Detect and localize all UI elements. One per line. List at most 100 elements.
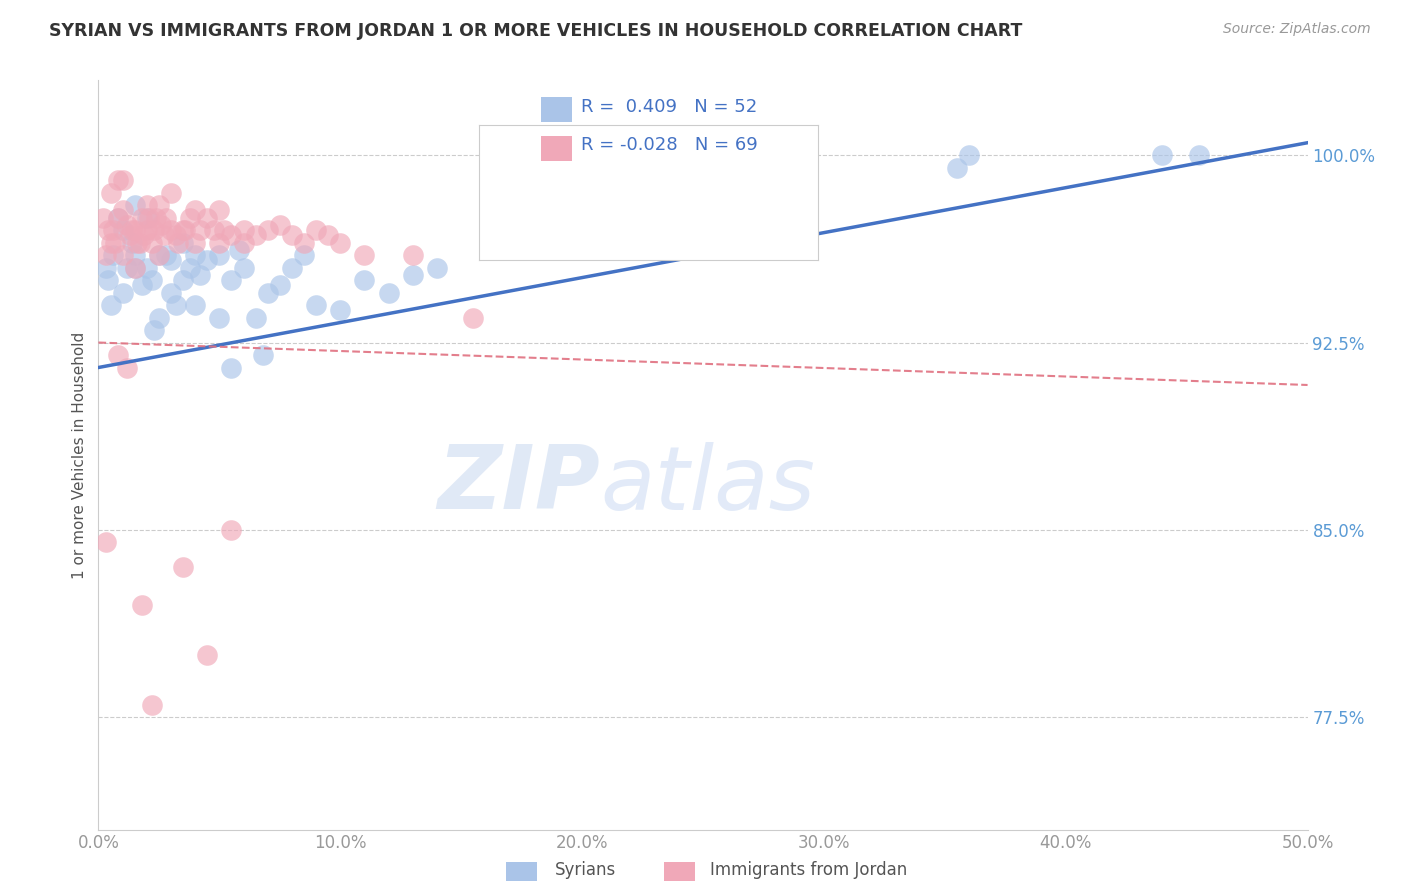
Point <box>228 243 250 257</box>
Point <box>135 198 157 212</box>
Text: R = -0.028   N = 69: R = -0.028 N = 69 <box>581 136 758 154</box>
Point <box>148 248 170 262</box>
Point <box>402 248 425 262</box>
Point <box>121 235 143 250</box>
Point <box>232 260 254 275</box>
Point <box>101 248 124 262</box>
Point <box>134 228 156 243</box>
Point <box>292 235 315 250</box>
Point <box>232 235 254 250</box>
Point <box>124 260 146 275</box>
Point <box>160 186 183 200</box>
Point <box>353 248 375 262</box>
Point <box>148 198 170 212</box>
Point <box>329 303 352 318</box>
Point <box>100 298 122 312</box>
Point <box>100 235 122 250</box>
Point <box>174 223 197 237</box>
Point <box>131 598 153 612</box>
Point <box>131 278 153 293</box>
Point <box>195 648 218 662</box>
Point <box>104 235 127 250</box>
Point <box>195 211 218 225</box>
Point <box>135 223 157 237</box>
Point <box>111 173 134 187</box>
Point <box>117 218 139 232</box>
Point <box>124 260 146 275</box>
Point <box>463 310 485 325</box>
Point <box>101 223 124 237</box>
Y-axis label: 1 or more Vehicles in Household: 1 or more Vehicles in Household <box>72 331 87 579</box>
Point <box>107 173 129 187</box>
Point <box>212 223 235 237</box>
Point <box>148 310 170 325</box>
Point <box>118 228 141 243</box>
Point <box>107 348 129 362</box>
Point <box>184 235 207 250</box>
Text: Syrians: Syrians <box>555 861 617 879</box>
Point <box>179 260 201 275</box>
Point <box>305 298 328 312</box>
Point <box>128 235 150 250</box>
Point <box>208 203 231 218</box>
Point <box>426 260 449 275</box>
Point <box>245 310 267 325</box>
Point <box>143 223 166 237</box>
Text: atlas: atlas <box>600 442 815 528</box>
Point <box>179 211 201 225</box>
Point <box>316 228 339 243</box>
Point <box>402 268 425 282</box>
Text: SYRIAN VS IMMIGRANTS FROM JORDAN 1 OR MORE VEHICLES IN HOUSEHOLD CORRELATION CHA: SYRIAN VS IMMIGRANTS FROM JORDAN 1 OR MO… <box>49 22 1022 40</box>
Point <box>172 273 194 287</box>
Point <box>305 223 328 237</box>
Point <box>143 323 166 337</box>
Point <box>172 235 194 250</box>
Point <box>292 248 315 262</box>
Point <box>138 211 160 225</box>
Point <box>184 203 207 218</box>
Point <box>141 235 163 250</box>
Point <box>127 235 149 250</box>
Point <box>204 223 226 237</box>
Point <box>94 260 117 275</box>
Point <box>121 223 143 237</box>
Point <box>232 223 254 237</box>
Point <box>111 248 134 262</box>
Point <box>94 248 117 262</box>
Point <box>221 523 243 537</box>
Point <box>1188 148 1211 162</box>
Point <box>252 348 274 362</box>
Text: R =  0.409   N = 52: R = 0.409 N = 52 <box>581 98 756 116</box>
Point <box>281 228 304 243</box>
Point <box>124 223 146 237</box>
Point <box>124 198 146 212</box>
Point <box>141 273 163 287</box>
Point <box>208 235 231 250</box>
Point <box>256 285 278 300</box>
Point <box>165 298 187 312</box>
Point <box>221 228 243 243</box>
Point <box>94 535 117 549</box>
Point <box>124 248 146 262</box>
Point <box>150 218 173 232</box>
Point <box>97 223 120 237</box>
Point <box>97 273 120 287</box>
Point <box>100 186 122 200</box>
Point <box>221 360 243 375</box>
Point <box>152 228 174 243</box>
Point <box>195 253 218 268</box>
Point <box>160 253 183 268</box>
Point <box>117 260 139 275</box>
Point <box>107 211 129 225</box>
Point <box>957 148 980 162</box>
Point <box>329 235 352 250</box>
Point <box>353 273 375 287</box>
Point <box>377 285 399 300</box>
Point <box>172 223 194 237</box>
Point <box>111 203 134 218</box>
Point <box>167 235 190 250</box>
Point <box>184 298 207 312</box>
Point <box>221 273 243 287</box>
Point <box>256 223 278 237</box>
Point <box>107 211 129 225</box>
